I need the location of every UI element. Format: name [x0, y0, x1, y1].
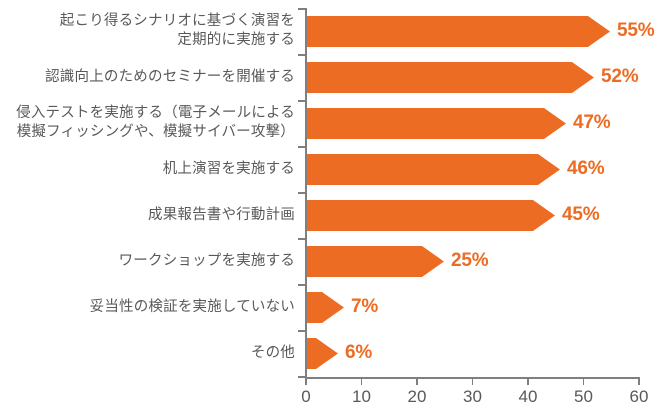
x-axis-tick-label: 60	[629, 387, 649, 406]
bar-track: 45%	[305, 192, 670, 238]
value-label: 47%	[573, 112, 611, 133]
bar-row: 成果報告書や行動計画 45%	[0, 192, 670, 238]
y-axis-tick	[298, 330, 305, 332]
bar-row: 妥当性の検証を実施していない 7%	[0, 284, 670, 330]
bar-track: 55%	[305, 8, 670, 54]
value-label: 52%	[601, 66, 639, 87]
y-axis-tick	[298, 54, 305, 56]
x-axis-tick-label: 40	[518, 387, 538, 406]
bar	[305, 337, 338, 369]
bar-row: その他 6%	[0, 330, 670, 376]
x-axis-tick	[638, 377, 640, 385]
x-axis-tick	[416, 377, 418, 385]
value-label: 25%	[451, 250, 489, 271]
x-axis-tick	[471, 377, 473, 385]
category-label: ワークショップを実施する	[118, 252, 295, 269]
bar-track: 52%	[305, 54, 670, 100]
value-label: 55%	[617, 20, 655, 41]
bar	[305, 61, 594, 93]
category-label: 侵入テストを実施する（電子メールによる 模擬フィッシングや、模擬サイバー攻撃）	[16, 105, 295, 140]
category-label: 認識向上のためのセミナーを開催する	[45, 68, 295, 85]
y-axis-tick	[298, 238, 305, 240]
bar-row: 机上演習を実施する 46%	[0, 146, 670, 192]
bar-row: 起こり得るシナリオに基づく演習を 定期的に実施する 55%	[0, 8, 670, 54]
bar	[305, 245, 444, 277]
bar	[305, 153, 560, 185]
bar-track: 7%	[305, 284, 670, 330]
bar-row: ワークショップを実施する 25%	[0, 238, 670, 284]
bar-track: 6%	[305, 330, 670, 376]
value-label: 6%	[345, 342, 373, 363]
bar-row: 侵入テストを実施する（電子メールによる 模擬フィッシングや、模擬サイバー攻撃） 4…	[0, 100, 670, 146]
bar	[305, 291, 344, 323]
category-label: 妥当性の検証を実施していない	[89, 298, 295, 315]
x-axis-tick	[582, 377, 584, 385]
value-label: 45%	[562, 204, 600, 225]
y-axis-tick	[298, 284, 305, 286]
bar-track: 46%	[305, 146, 670, 192]
x-axis-tick-label: 30	[463, 387, 482, 406]
y-axis-tick	[298, 146, 305, 148]
category-label: 起こり得るシナリオに基づく演習を 定期的に実施する	[59, 13, 295, 48]
y-axis-tick	[298, 8, 305, 10]
x-axis-tick-label: 20	[407, 387, 427, 406]
category-label: その他	[250, 344, 295, 361]
bar-track: 47%	[305, 100, 670, 146]
x-axis-tick-label: 10	[352, 387, 371, 406]
value-label: 46%	[567, 158, 605, 179]
category-label: 机上演習を実施する	[162, 160, 295, 177]
bar	[305, 107, 566, 139]
bar-row: 認識向上のためのセミナーを開催する 52%	[0, 54, 670, 100]
x-axis-tick-label: 0	[301, 387, 311, 406]
y-axis-tick	[298, 100, 305, 102]
x-axis-tick	[527, 377, 529, 385]
y-axis-tick	[298, 376, 305, 378]
bar-track: 25%	[305, 238, 670, 284]
x-axis-tick-label: 50	[574, 387, 593, 406]
bar	[305, 199, 555, 231]
bar	[305, 15, 610, 47]
x-axis-tick	[360, 377, 362, 385]
x-axis-tick	[305, 377, 307, 385]
bar-rows: 起こり得るシナリオに基づく演習を 定期的に実施する 55% 認識向上のためのセミナー…	[0, 8, 670, 376]
y-axis-tick	[298, 192, 305, 194]
value-label: 7%	[351, 296, 379, 317]
y-axis-line	[305, 8, 307, 379]
category-label: 成果報告書や行動計画	[148, 206, 295, 223]
